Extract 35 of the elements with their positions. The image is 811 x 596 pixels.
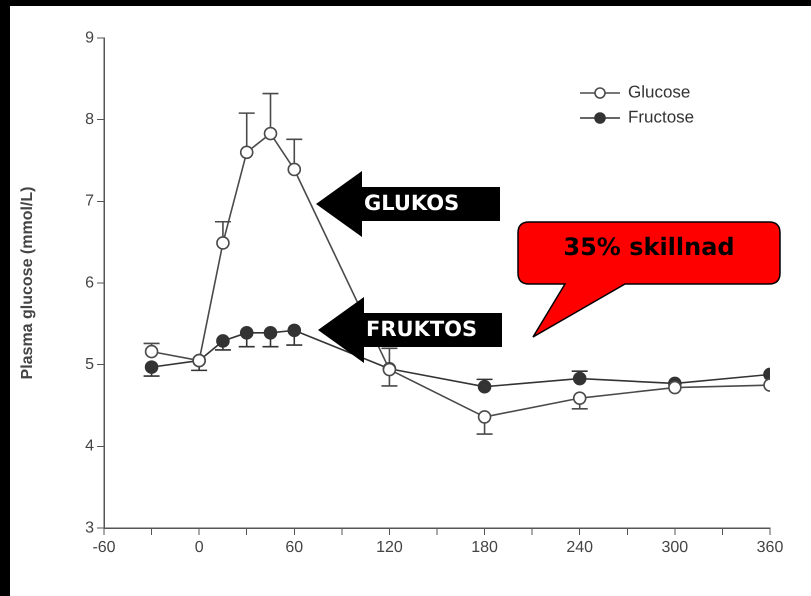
x-tick-label: 60 (285, 539, 304, 556)
x-tick-label: 360 (756, 539, 784, 556)
point (668, 380, 682, 394)
y-tick-label: 4 (85, 438, 94, 455)
annotation: GLUKOS (364, 191, 460, 215)
point (240, 146, 254, 160)
y-tick-label: 9 (85, 29, 94, 46)
y-tick-label: 7 (85, 192, 94, 210)
point (287, 162, 302, 176)
y-tick-label: 5 (85, 356, 94, 374)
x-tick-label: 240 (566, 539, 594, 556)
x-tick-label: 0 (194, 539, 204, 556)
point (572, 391, 587, 405)
x-tick-label: 300 (662, 539, 688, 556)
y-tick-label: 3 (85, 519, 94, 536)
point (216, 334, 230, 348)
point (287, 324, 302, 338)
y-axis-title: Plasma glucose (mmol/L) (19, 186, 36, 380)
annotation: FRUKTOS (366, 317, 478, 341)
legend-label: Glucose (628, 82, 690, 102)
point (572, 372, 587, 386)
y-tick-label: 8 (85, 111, 94, 128)
point (216, 236, 230, 250)
annotation: 35% skillnad (562, 233, 736, 261)
point (144, 360, 158, 374)
y-tick-label: 6 (85, 274, 94, 292)
point (478, 380, 492, 394)
point (240, 326, 254, 340)
x-tick-label: -60 (92, 539, 116, 556)
point (264, 126, 278, 140)
point (478, 410, 492, 424)
x-tick-label: 180 (471, 539, 498, 556)
point (264, 326, 278, 340)
legend-label: Fructose (628, 108, 694, 127)
x-tick-label: 120 (376, 539, 403, 556)
